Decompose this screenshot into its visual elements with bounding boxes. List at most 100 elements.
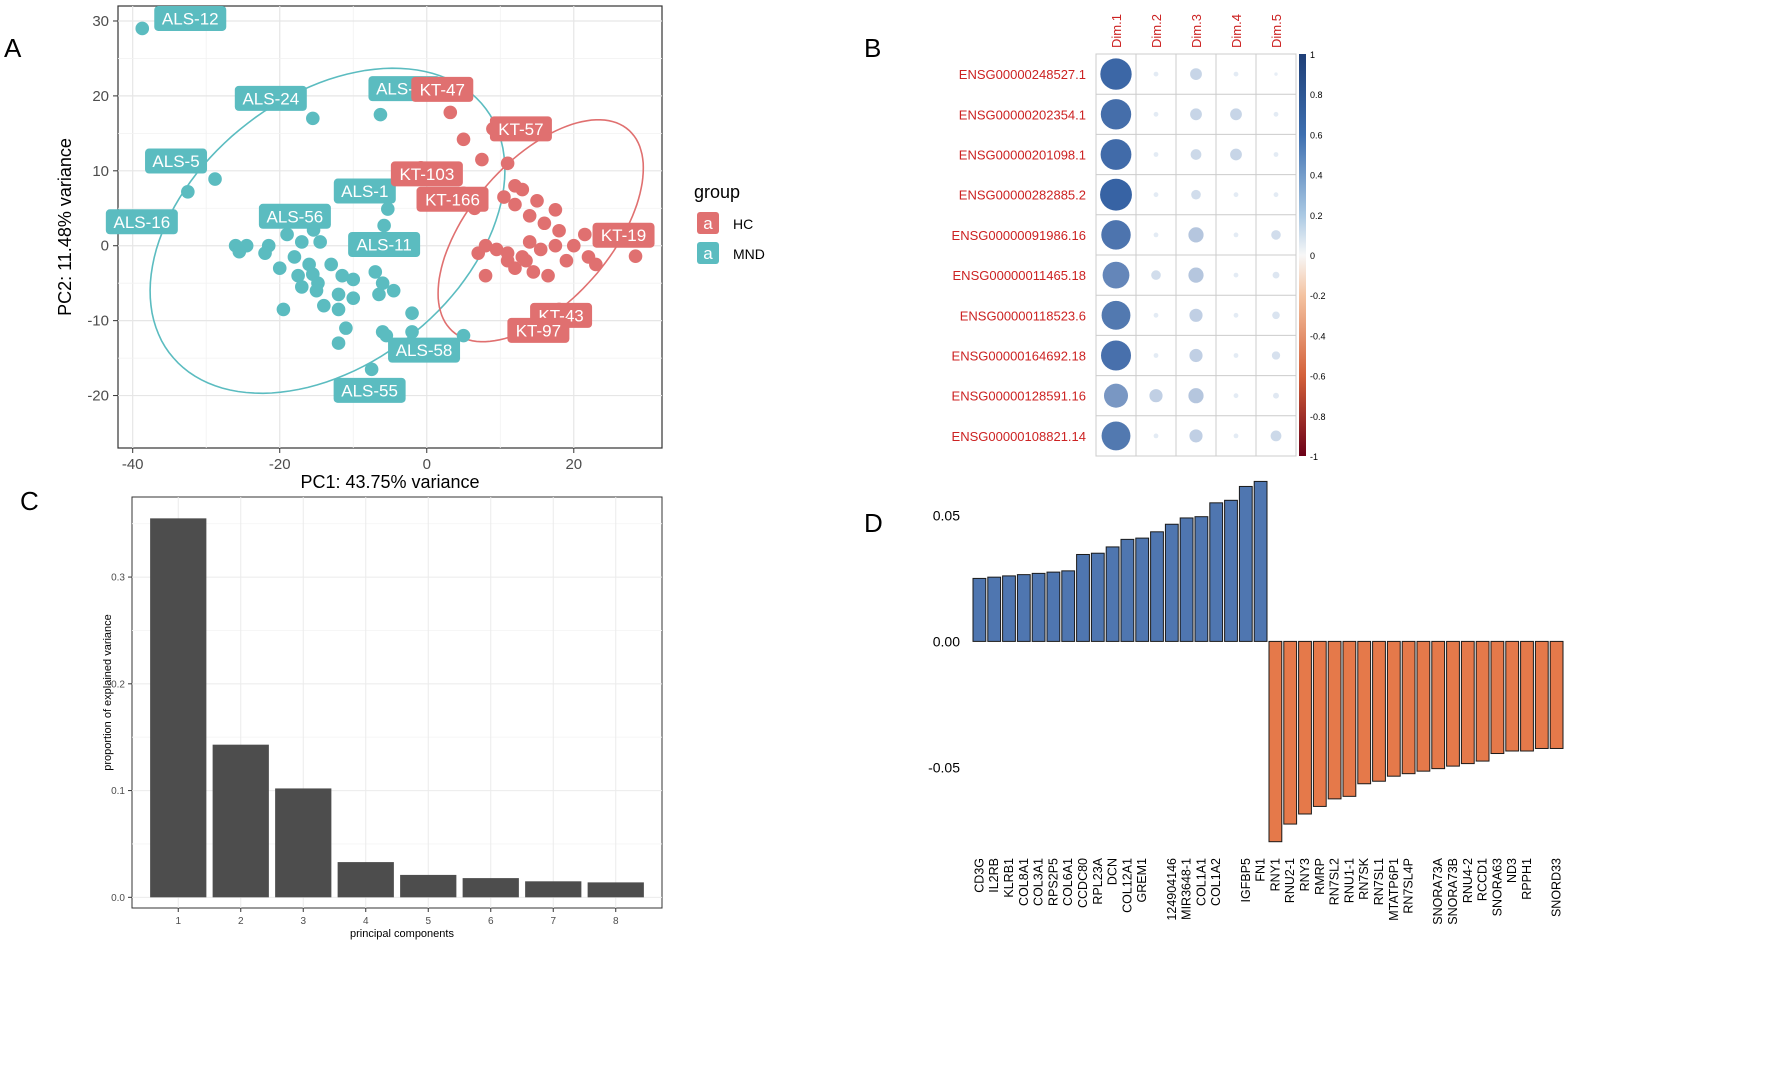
correlation-dot (1233, 312, 1239, 318)
correlation-dot (1233, 433, 1239, 439)
point-mnd (291, 268, 305, 283)
gene-name-label: GREM1 (1135, 858, 1149, 903)
sample-label: KT-97 (516, 321, 561, 340)
correlation-dot (1273, 192, 1279, 198)
correlation-dot (1271, 230, 1281, 240)
correlation-dot (1273, 152, 1279, 157)
point-hc (589, 257, 603, 272)
correlation-dot (1230, 108, 1242, 121)
y-tick-label: 0.1 (111, 786, 125, 797)
colorbar-tick-label: -0.6 (1310, 372, 1326, 382)
x-tick-label: 20 (565, 456, 582, 473)
correlation-dot (1233, 192, 1239, 198)
legend-swatch-letter: a (703, 214, 713, 233)
scree-bars (150, 518, 644, 898)
correlation-dot (1189, 348, 1203, 363)
colorbar-tick-label: 0.8 (1310, 90, 1323, 100)
dimension-label: Dim.4 (1229, 14, 1244, 48)
x-tick-label: 1 (175, 916, 181, 927)
sample-label: KT-47 (420, 80, 465, 99)
point-hc (552, 223, 566, 238)
negative-loading-bar (1283, 640, 1298, 825)
ellipse-mnd (149, 67, 506, 395)
point-mnd (135, 21, 150, 36)
sample-label: KT-19 (601, 226, 646, 245)
x-tick-label: 3 (300, 916, 306, 927)
point-hc (500, 246, 515, 261)
positive-loading-bar (1253, 480, 1268, 642)
correlation-dot (1153, 71, 1159, 77)
point-mnd (386, 283, 401, 298)
gene-name-label: RNU4-2 (1461, 858, 1475, 903)
negative-loading-bar (1312, 640, 1327, 807)
dimension-label: Dim.5 (1269, 14, 1284, 48)
point-hc (456, 132, 471, 147)
sample-label: ALS-1 (341, 182, 388, 201)
gene-name-label: RN7SK (1357, 857, 1371, 899)
dimension-label: Dim.1 (1109, 14, 1124, 48)
gene-name-label: RNY3 (1298, 858, 1312, 891)
correlation-dot (1103, 383, 1129, 408)
correlation-dot (1151, 270, 1161, 280)
point-mnd (272, 261, 287, 276)
negative-loading-bar (1342, 640, 1357, 797)
correlation-dot (1100, 178, 1132, 211)
sample-label: ALS-24 (242, 89, 299, 108)
loading-bars (972, 480, 1564, 843)
point-hc (530, 193, 544, 208)
gene-name-label: SNORD33 (1550, 858, 1564, 917)
correlation-dot (1100, 58, 1132, 90)
panel-letter-a: A (4, 33, 22, 63)
panel-letter-b: B (864, 33, 881, 63)
point-hc (515, 182, 530, 197)
y-tick-label: 0.3 (111, 573, 125, 584)
negative-loading-bar (1372, 640, 1386, 782)
point-mnd (372, 287, 386, 302)
x-tick-label: -40 (122, 456, 144, 473)
negative-loading-bar (1386, 640, 1401, 777)
correlation-dot (1271, 351, 1281, 360)
y-tick-label: 0.05 (933, 507, 960, 523)
point-hc (548, 238, 563, 253)
point-hc (541, 268, 555, 283)
colorbar-tick-label: 0 (1310, 251, 1315, 261)
point-hc (471, 246, 486, 261)
y-tick-label: 0.0 (111, 893, 125, 904)
y-tick-label: 30 (92, 13, 109, 30)
point-mnd (331, 287, 346, 302)
sample-label-box (416, 186, 489, 212)
scree-bar (337, 862, 394, 898)
gene-row-label: ENSG00000011465.18 (953, 268, 1086, 283)
y-tick-label: 20 (92, 88, 109, 105)
pca-scatter-plot: ALS-12ALS-24ALS-28ALS-5ALS-1ALS-56ALS-16… (55, 5, 765, 492)
correlation-dot (1233, 353, 1239, 358)
negative-loading-bar (1327, 640, 1342, 800)
gene-row-label: ENSG00000118523.6 (960, 308, 1086, 323)
sample-label-box (333, 377, 406, 403)
point-mnd (287, 250, 302, 264)
scree-x-axis-title: principal components (350, 928, 454, 940)
gene-name-label: KLRB1 (1002, 858, 1016, 898)
positive-loading-bar (1238, 485, 1253, 642)
gene-name-label: CCDC80 (1076, 858, 1090, 908)
correlation-dot (1190, 68, 1202, 80)
point-mnd (276, 302, 291, 317)
y-tick-label: -0.05 (928, 759, 960, 775)
correlation-dot (1101, 300, 1131, 330)
scree-bar (525, 881, 582, 898)
point-mnd (339, 321, 353, 335)
scree-bar (212, 744, 269, 898)
gene-name-label: COL12A1 (1120, 858, 1134, 913)
sample-label-box (489, 116, 552, 142)
y-tick-label: 0 (101, 238, 109, 255)
correlation-dot (1189, 429, 1203, 443)
correlation-dot (1273, 111, 1279, 117)
sample-label-box (145, 148, 208, 174)
negative-loading-bar (1505, 640, 1520, 752)
positive-loading-bar (1076, 553, 1090, 642)
colorbar-bar (1299, 54, 1306, 456)
scree-bar (400, 874, 457, 898)
correlation-dot (1153, 111, 1159, 117)
point-mnd (368, 265, 383, 279)
negative-loading-bar (1490, 640, 1505, 755)
